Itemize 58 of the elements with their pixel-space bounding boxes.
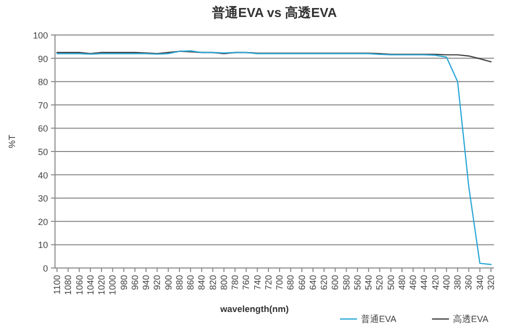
x-tick-label: 800 — [218, 275, 229, 290]
x-tick-label: 1080 — [63, 275, 74, 296]
y-tick-label: 30 — [38, 194, 48, 204]
legend-label: 普通EVA — [361, 314, 396, 324]
x-tick-label: 1100 — [52, 275, 62, 294]
line-series — [56, 50, 492, 62]
x-tick-label: 940 — [141, 275, 152, 290]
y-tick-label: 90 — [38, 54, 48, 64]
x-tick-label: 720 — [263, 275, 274, 290]
x-tick-label: 540 — [364, 275, 374, 290]
y-tick-label: 40 — [38, 170, 48, 180]
chart-title: 普通EVA vs 高透EVA — [211, 5, 338, 20]
x-tick-label: 480 — [396, 275, 407, 290]
y-tick-label: 80 — [38, 77, 48, 88]
x-tick-label: 820 — [208, 275, 218, 290]
x-tick-label: 740 — [252, 275, 262, 290]
x-tick-label: 1000 — [108, 275, 118, 296]
x-tick-label: 660 — [296, 275, 307, 290]
x-tick-label: 380 — [452, 275, 463, 290]
x-tick-label: 400 — [441, 275, 452, 290]
x-tick-label: 360 — [464, 275, 474, 290]
x-tick-label: 920 — [152, 275, 162, 290]
legend-label: 高透EVA — [453, 314, 488, 324]
x-tick-label: 1020 — [96, 275, 107, 296]
y-tick-label: 50 — [38, 147, 48, 157]
y-tick-label: 10 — [38, 240, 48, 250]
x-tick-label: 680 — [286, 275, 296, 290]
y-tick-label: 0 — [42, 264, 48, 274]
x-tick-label: 900 — [163, 275, 174, 290]
x-tick-label: 840 — [196, 275, 207, 290]
x-tick-label: 320 — [486, 275, 496, 290]
x-tick-label: 980 — [118, 275, 129, 290]
x-tick-label: 420 — [430, 275, 440, 290]
x-tick-label: 520 — [374, 275, 385, 290]
x-tick-label: 440 — [419, 275, 430, 290]
x-tick-label: 780 — [230, 275, 240, 290]
y-tick-label: 20 — [38, 216, 48, 227]
x-tick-label: 860 — [186, 275, 196, 290]
x-tick-label: 620 — [319, 275, 330, 290]
x-axis-title: wavelength(nm) — [219, 304, 289, 314]
x-tick-label: 1060 — [74, 275, 84, 296]
x-tick-label: 700 — [274, 275, 285, 290]
x-tick-label: 640 — [308, 275, 318, 290]
y-axis-title: %T — [7, 134, 17, 148]
x-tick-label: 460 — [408, 275, 418, 290]
line-series — [56, 50, 492, 266]
y-tick-label: 100 — [32, 30, 48, 40]
x-tick-label: 960 — [130, 275, 140, 290]
x-tick-label: 340 — [474, 275, 485, 290]
x-tick-label: 560 — [352, 275, 362, 290]
y-tick-label: 70 — [38, 100, 48, 110]
x-tick-label: 760 — [241, 275, 252, 290]
x-tick-label: 500 — [386, 275, 396, 290]
x-tick-label: 600 — [330, 275, 340, 290]
x-tick-label: 580 — [341, 275, 352, 290]
y-tick-label: 60 — [38, 124, 48, 134]
x-tick-label: 880 — [174, 275, 184, 290]
x-tick-label: 1040 — [85, 275, 96, 296]
